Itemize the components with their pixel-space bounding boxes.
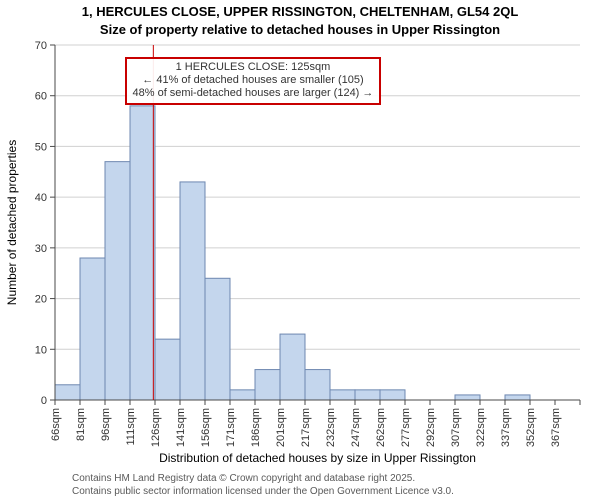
y-tick-label: 70 xyxy=(35,40,47,52)
x-tick-label: 81sqm xyxy=(75,408,87,441)
y-tick-label: 50 xyxy=(35,141,47,153)
x-tick-label: 352sqm xyxy=(525,408,537,447)
footer-line1: Contains HM Land Registry data © Crown c… xyxy=(72,473,600,486)
attribution-footer: Contains HM Land Registry data © Crown c… xyxy=(72,473,600,498)
x-tick-label: 277sqm xyxy=(400,408,412,447)
histogram-bar xyxy=(130,106,155,400)
histogram-bar xyxy=(80,258,105,400)
x-tick-label: 66sqm xyxy=(50,408,62,441)
x-tick-label: 141sqm xyxy=(175,408,187,447)
y-tick-label: 40 xyxy=(35,192,47,204)
x-tick-label: 322sqm xyxy=(475,408,487,447)
callout-line2: ← 41% of detached houses are smaller (10… xyxy=(133,74,374,87)
x-tick-label: 171sqm xyxy=(225,408,237,447)
callout-box: 1 HERCULES CLOSE: 125sqm ← 41% of detach… xyxy=(125,57,382,105)
histogram-bar xyxy=(205,278,230,400)
footer-line2: Contains public sector information licen… xyxy=(72,486,600,499)
histogram-bar xyxy=(505,395,530,400)
x-tick-label: 111sqm xyxy=(125,408,137,446)
histogram-bar xyxy=(180,182,205,400)
callout-line1: 1 HERCULES CLOSE: 125sqm xyxy=(133,61,374,74)
x-tick-label: 96sqm xyxy=(100,408,112,441)
x-axis-title: Distribution of detached houses by size … xyxy=(159,451,476,465)
histogram-bar xyxy=(455,395,480,400)
histogram-bar xyxy=(230,390,255,400)
x-tick-label: 217sqm xyxy=(300,408,312,447)
y-axis-title: Number of detached properties xyxy=(5,140,19,305)
x-tick-label: 262sqm xyxy=(375,408,387,447)
histogram-bar xyxy=(355,390,380,400)
x-tick-label: 367sqm xyxy=(550,408,562,447)
x-tick-label: 307sqm xyxy=(450,408,462,447)
y-tick-label: 60 xyxy=(35,91,47,103)
x-tick-label: 186sqm xyxy=(250,408,262,447)
histogram-bar xyxy=(305,370,330,400)
histogram-bar xyxy=(280,334,305,400)
x-tick-label: 247sqm xyxy=(350,408,362,447)
x-tick-label: 337sqm xyxy=(500,408,512,447)
histogram-bar xyxy=(330,390,355,400)
histogram-bar xyxy=(105,162,130,400)
histogram-bar xyxy=(155,339,180,400)
y-tick-label: 20 xyxy=(35,294,47,306)
y-tick-label: 0 xyxy=(41,395,47,407)
histogram-bar xyxy=(255,370,280,400)
x-tick-label: 201sqm xyxy=(275,408,287,447)
callout-line3: 48% of semi-detached houses are larger (… xyxy=(133,87,374,100)
x-tick-label: 126sqm xyxy=(150,408,162,447)
y-tick-label: 30 xyxy=(35,243,47,255)
x-tick-label: 292sqm xyxy=(425,408,437,447)
x-tick-label: 232sqm xyxy=(325,408,337,447)
histogram-bar xyxy=(55,385,80,400)
histogram-bar xyxy=(380,390,405,400)
y-tick-label: 10 xyxy=(35,344,47,356)
x-tick-label: 156sqm xyxy=(200,408,212,447)
